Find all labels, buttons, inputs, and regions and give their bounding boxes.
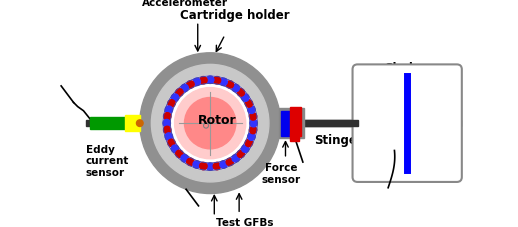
Circle shape [241, 145, 249, 153]
Bar [125, 115, 140, 132]
Circle shape [165, 106, 172, 114]
Circle shape [171, 94, 179, 102]
Text: Accelerometer: Accelerometer [142, 0, 228, 8]
Bar [291, 108, 301, 136]
Bar [279, 120, 461, 127]
Text: Cartridge holder: Cartridge holder [180, 9, 290, 22]
Circle shape [140, 54, 281, 194]
Bar [291, 134, 299, 141]
Circle shape [165, 133, 172, 141]
Circle shape [176, 89, 183, 97]
Circle shape [163, 120, 170, 127]
Text: Force
sensor: Force sensor [262, 162, 301, 184]
Circle shape [249, 113, 257, 121]
Circle shape [168, 100, 175, 108]
Circle shape [186, 81, 194, 89]
Circle shape [249, 127, 257, 134]
Circle shape [220, 79, 227, 86]
Text: Eddy
current
sensor: Eddy current sensor [86, 144, 130, 177]
Circle shape [237, 89, 244, 97]
Circle shape [248, 133, 255, 141]
Circle shape [186, 158, 194, 166]
Circle shape [220, 161, 227, 168]
FancyBboxPatch shape [353, 65, 462, 182]
Bar [279, 109, 304, 138]
Text: Stinger: Stinger [314, 133, 363, 146]
Bar [90, 118, 125, 129]
Circle shape [232, 85, 239, 92]
Circle shape [207, 77, 214, 84]
Text: Rotor: Rotor [197, 113, 236, 126]
Circle shape [193, 161, 200, 168]
Circle shape [250, 120, 257, 127]
Circle shape [184, 98, 236, 149]
Bar [86, 120, 141, 127]
Circle shape [245, 100, 253, 108]
Circle shape [181, 85, 189, 92]
Bar [304, 120, 357, 127]
Circle shape [168, 140, 175, 147]
Circle shape [207, 163, 214, 171]
Circle shape [237, 151, 244, 158]
Circle shape [176, 151, 183, 158]
Circle shape [175, 88, 246, 159]
Circle shape [226, 81, 234, 89]
Circle shape [213, 77, 221, 85]
Bar [281, 111, 291, 136]
Circle shape [193, 79, 200, 86]
Circle shape [248, 106, 255, 114]
Text: Test GFBs: Test GFBs [216, 217, 274, 227]
Circle shape [232, 155, 239, 162]
Text: Shaker: Shaker [384, 62, 430, 75]
Circle shape [226, 158, 234, 166]
Circle shape [136, 120, 143, 127]
Circle shape [164, 113, 171, 121]
Circle shape [199, 77, 207, 85]
Circle shape [199, 163, 207, 170]
Circle shape [151, 65, 269, 182]
Circle shape [171, 145, 179, 153]
Circle shape [245, 140, 253, 147]
Circle shape [181, 155, 189, 162]
Circle shape [164, 127, 171, 134]
Circle shape [213, 163, 221, 170]
Circle shape [241, 94, 249, 102]
Circle shape [163, 77, 257, 171]
